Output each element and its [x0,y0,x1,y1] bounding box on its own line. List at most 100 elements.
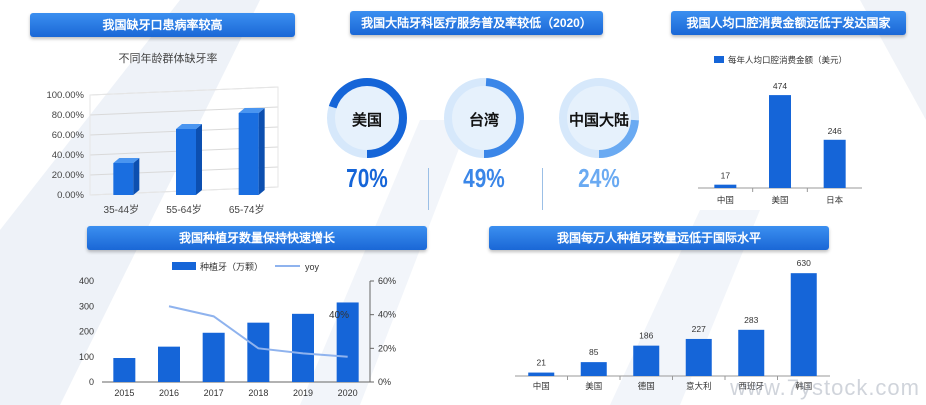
chart3-category-label: 2017 [204,388,224,398]
chart1-bar-side [258,108,265,195]
missing-teeth-rate-chart: 不同年龄群体缺牙率 0.00% 20.00% 40.00% 60.00% 80.00% 1… [46,51,279,216]
chart2-category-label: 中国 [717,195,734,205]
chart1-backwall [89,86,279,196]
chart3-right-tick-label: 60% [378,276,396,286]
per-capita-spending-chart: 每年人均口腔消费金额（美元） 17 中国 474 美国 246 日本 [698,55,862,205]
chart1-bar [113,163,134,195]
chart4-data-label: 630 [797,258,811,268]
chart4-category-label: 美国 [585,381,602,391]
chart4-category-label: 西班牙 [738,381,764,391]
chart2-data-label: 474 [773,81,787,91]
chart3-category-label: 2015 [114,388,134,398]
chart3-legend-bar-swatch [172,262,196,270]
chart4-bar [633,345,660,376]
chart1-bar-side [133,158,140,195]
donut-percent: 70% [346,163,388,193]
chart3-right-tick-label: 20% [378,343,396,353]
donut-value-arc [327,78,407,158]
donut-separator [428,168,429,210]
chart1-ytick-label: 80.00% [52,110,85,121]
chart4-bar [790,273,817,376]
chart3-category-label: 2019 [293,388,313,398]
chart4-bar [528,372,555,376]
donut-ring [444,78,524,158]
chart2-data-label: 246 [828,126,842,136]
donut-percent: 24% [578,163,620,193]
donut-percent: 49% [463,163,505,193]
banner-dental-service-penetration: 我国大陆牙科医疗服务普及率较低（2020） [350,11,603,35]
chart2-bar [823,139,846,188]
chart2-bar [714,184,737,188]
chart4-category-label: 韩国 [795,381,812,391]
chart3-category-label: 2016 [159,388,179,398]
chart4-data-label: 21 [537,358,547,368]
chart1-ytick-label: 100.00% [46,90,84,101]
chart4-category-label: 中国 [533,381,550,391]
donut-ring [559,78,639,158]
chart4-category-label: 意大利 [686,381,712,391]
chart4-bar [685,338,712,376]
chart2-legend-swatch [714,56,724,63]
chart3-left-tick-label: 200 [79,327,94,337]
chart3-left-tick-label: 300 [79,301,94,311]
chart3-legend-bar-label: 种植牙（万颗） [200,261,263,272]
chart3-bar [158,346,180,382]
chart2-legend-label: 每年人均口腔消费金额（美元） [728,55,847,65]
chart3-bar [292,313,314,382]
chart2-category-label: 美国 [771,195,788,205]
donut-label: 美国 [351,112,382,129]
chart3-yoy-line [168,305,348,358]
chart1-category-label: 55-64岁 [166,203,202,216]
chart3-annotation: 40% [329,310,349,321]
donut-value-arc [444,78,524,158]
implant-growth-chart: 种植牙（万颗） yoy 0 100 200 300 400 0% 20% 40% 60% 2015… [79,261,396,398]
chart3-right-tick-label: 0% [378,377,391,387]
chart3-legend-line-label: yoy [305,262,320,272]
chart1-ytick-label: 60.00% [52,130,85,141]
chart1-bar [238,113,259,195]
donut-label: 台湾 [468,112,499,129]
banner-per-capita-spending: 我国人均口腔消费金额远低于发达国家 [671,11,906,35]
chart3-bar [247,322,270,382]
chart1-bar-top [238,108,265,113]
chart4-category-label: 德国 [638,381,655,391]
chart4-data-label: 227 [692,324,706,334]
banner-implant-growth: 我国种植牙数量保持快速增长 [87,226,427,250]
watermark: www.7ystock.com [730,375,920,400]
donut-ring [327,78,407,158]
donut-label: 中国大陆 [568,112,629,129]
banner-missing-teeth-rate: 我国缺牙口患病率较高 [30,13,295,37]
chart1-bar-side [196,124,202,195]
chart4-bar [738,329,765,376]
donut-inner-fill [451,85,517,151]
chart2-data-label: 17 [721,171,731,181]
chart4-data-label: 283 [744,315,758,325]
chart1-ytick-label: 20.00% [52,170,85,181]
chart1-ytick-label: 0.00% [57,190,84,201]
donut-inner-fill [334,85,400,151]
chart3-category-label: 2018 [248,388,268,398]
chart1-bar-top [176,124,202,129]
chart3-left-tick-label: 0 [89,377,94,387]
chart3-left-tick-label: 400 [79,276,94,286]
donut-separator [542,168,543,210]
chart4-data-label: 85 [589,347,599,357]
chart4-bar [580,362,607,376]
chart1-title: 不同年龄群体缺牙率 [119,51,218,65]
chart3-right-tick-label: 40% [378,310,396,320]
chart3-bar [113,358,136,382]
chart2-category-label: 日本 [826,195,844,205]
banner-implants-per-10k: 我国每万人种植牙数量远低于国际水平 [489,226,829,250]
chart3-bar [336,302,359,382]
chart1-bar-top [113,158,140,163]
chart3-bar [202,332,225,382]
chart1-ytick-label: 40.00% [52,150,85,161]
chart2-bar [769,95,791,188]
chart4-data-label: 186 [639,331,653,341]
donut-value-arc [559,78,639,158]
chart3-category-label: 2020 [338,388,358,398]
chart1-bar [176,129,196,195]
implants-per-10k-chart: 21 中国 85 美国 186 德国 227 意大利 283 西班牙 630 韩国 [515,258,830,391]
chart1-category-label: 35-44岁 [104,203,140,216]
donut-inner-fill [566,85,632,151]
